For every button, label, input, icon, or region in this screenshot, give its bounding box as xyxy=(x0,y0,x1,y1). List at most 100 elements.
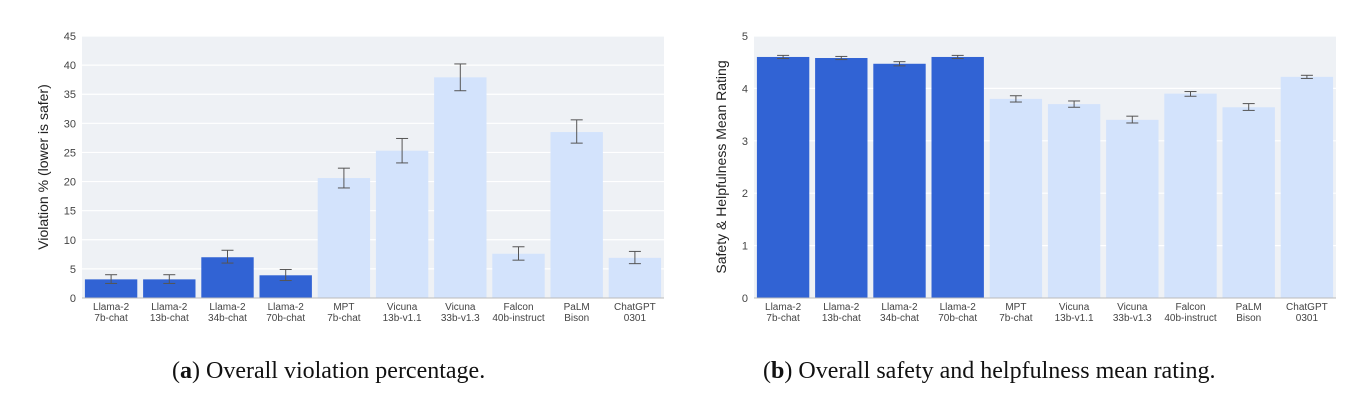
x-tick-label: MPT 7b-chat xyxy=(327,302,361,324)
bar xyxy=(492,253,545,298)
x-tick-label-line: 34b-chat xyxy=(880,313,919,324)
x-tick-label-line: 13b-v1.1 xyxy=(383,313,422,324)
rating-chart: 0 1 2 3 4 5 Safety & Helpfulness Mean Rating Ll… xyxy=(713,31,1336,324)
bar xyxy=(815,58,868,299)
caption-a-text: Overall violation percentage. xyxy=(200,358,486,384)
y-axis-label: Safety & Helpfulness Mean Rating xyxy=(713,60,729,273)
x-tick-label: Vicuna 13b-v1.1 xyxy=(383,302,422,324)
bar xyxy=(143,279,196,298)
y-tick-label: 30 xyxy=(64,118,76,130)
x-tick-label: PaLM Bison xyxy=(1236,302,1262,324)
x-tick-label-line: Llama-2 xyxy=(151,302,188,313)
x-tick-label-line: Llama-2 xyxy=(765,302,802,313)
x-tick-label-line: Llama-2 xyxy=(823,302,860,313)
x-tick-label-line: Bison xyxy=(1236,313,1261,324)
x-tick-label: Vicuna 13b-v1.1 xyxy=(1055,302,1094,324)
y-tick-label: 2 xyxy=(742,188,748,200)
bar xyxy=(1047,104,1101,299)
violation-chart: 0 5 10 15 20 25 30 35 40 45 Violation % (lower is … xyxy=(35,31,664,324)
x-tick-label-line: Llama-2 xyxy=(940,302,977,313)
x-tick-label: Llama-2 70b-chat xyxy=(266,302,305,324)
x-tick-label-line: Falcon xyxy=(1175,302,1205,313)
y-tick-label: 10 xyxy=(64,235,76,247)
x-tick-label-line: 40b-instruct xyxy=(492,313,544,324)
x-tick-label-line: PaLM xyxy=(1236,302,1262,313)
y-axis-label: Violation % (lower is safer) xyxy=(35,84,51,249)
bar xyxy=(989,98,1043,298)
x-tick-label-line: Bison xyxy=(564,313,589,324)
x-tick-label-line: Llama-2 xyxy=(268,302,305,313)
bar xyxy=(84,279,138,298)
x-tick-label-line: 0301 xyxy=(1296,313,1319,324)
y-tick-label: 5 xyxy=(70,264,76,276)
bar xyxy=(434,77,487,299)
x-tick-label: Llama-2 7b-chat xyxy=(765,302,802,324)
x-tick-label: Falcon 40b-instruct xyxy=(492,302,544,324)
x-tick-label-line: PaLM xyxy=(564,302,590,313)
bar xyxy=(1222,107,1275,298)
x-tick-label-line: ChatGPT xyxy=(1286,302,1328,313)
caption-a-letter: a xyxy=(180,358,192,384)
y-tick-label: 1 xyxy=(742,241,748,253)
bar xyxy=(375,150,429,298)
x-tick-label: Vicuna 33b-v1.3 xyxy=(1113,302,1152,324)
x-tick-label-line: ChatGPT xyxy=(614,302,656,313)
caption-b: (b) Overall safety and helpfulness mean … xyxy=(763,358,1216,384)
x-tick-label: Llama-2 7b-chat xyxy=(93,302,130,324)
bar xyxy=(201,257,254,298)
y-tick-label: 40 xyxy=(64,60,76,72)
y-tick-label: 45 xyxy=(64,31,76,43)
x-tick-label-line: 7b-chat xyxy=(766,313,800,324)
bar xyxy=(1164,93,1217,298)
bar xyxy=(259,275,312,298)
x-tick-label-line: Llama-2 xyxy=(209,302,246,313)
x-tick-label-line: Vicuna xyxy=(387,302,418,313)
x-tick-label: ChatGPT 0301 xyxy=(1286,302,1328,324)
bar xyxy=(1106,119,1159,298)
y-tick-label: 4 xyxy=(742,83,748,95)
x-tick-label-line: MPT xyxy=(333,302,354,313)
x-tick-label: Falcon 40b-instruct xyxy=(1164,302,1216,324)
bar xyxy=(317,178,371,298)
x-tick-label: Llama-2 34b-chat xyxy=(880,302,919,324)
x-tick-label-line: Falcon xyxy=(503,302,533,313)
y-tick-label: 3 xyxy=(742,136,748,148)
x-tick-label-line: 7b-chat xyxy=(94,313,128,324)
bar xyxy=(873,63,926,298)
x-tick-label-line: 13b-chat xyxy=(822,313,861,324)
y-tick-label: 25 xyxy=(64,147,76,159)
bar xyxy=(608,257,662,298)
x-tick-label-line: 33b-v1.3 xyxy=(1113,313,1152,324)
x-tick-label-line: Vicuna xyxy=(1059,302,1090,313)
x-tick-label: Llama-2 13b-chat xyxy=(150,302,189,324)
bar xyxy=(931,56,984,299)
y-tick-label: 20 xyxy=(64,177,76,189)
x-tick-label-line: 40b-instruct xyxy=(1164,313,1216,324)
x-tick-label-line: 34b-chat xyxy=(208,313,247,324)
x-tick-label-line: MPT xyxy=(1005,302,1026,313)
y-tick-label: 35 xyxy=(64,89,76,101)
x-tick-label: Vicuna 33b-v1.3 xyxy=(441,302,480,324)
x-tick-label: MPT 7b-chat xyxy=(999,302,1033,324)
y-tick-label: 15 xyxy=(64,206,76,218)
x-tick-label-line: 33b-v1.3 xyxy=(441,313,480,324)
bar xyxy=(756,56,810,299)
x-tick-label-line: 7b-chat xyxy=(999,313,1033,324)
x-tick-label-line: Vicuna xyxy=(1117,302,1148,313)
y-tick-label: 0 xyxy=(70,293,76,305)
caption-b-text: Overall safety and helpfulness mean rati… xyxy=(792,358,1216,384)
x-tick-label-line: Llama-2 xyxy=(881,302,918,313)
x-tick-label: Llama-2 70b-chat xyxy=(938,302,977,324)
x-tick-label-line: 7b-chat xyxy=(327,313,361,324)
x-tick-label-line: 70b-chat xyxy=(938,313,977,324)
bar xyxy=(550,132,603,298)
x-tick-label-line: 13b-chat xyxy=(150,313,189,324)
x-tick-label-line: Llama-2 xyxy=(93,302,130,313)
bar xyxy=(1280,76,1334,298)
y-tick-label: 5 xyxy=(742,31,748,43)
y-tick-label: 0 xyxy=(742,293,748,305)
x-tick-label-line: Vicuna xyxy=(445,302,476,313)
x-tick-label-line: 70b-chat xyxy=(266,313,305,324)
x-tick-label: ChatGPT 0301 xyxy=(614,302,656,324)
x-tick-label: Llama-2 13b-chat xyxy=(822,302,861,324)
